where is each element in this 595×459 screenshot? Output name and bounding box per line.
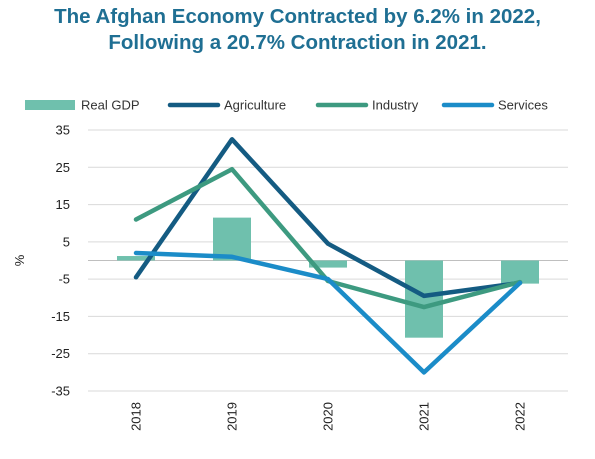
bar-series [117, 217, 539, 338]
x-axis-ticks: 2018 2019 2020 2021 2022 [129, 402, 528, 431]
x-tick-label: 2020 [321, 402, 336, 431]
chart-title: The Afghan Economy Contracted by 6.2% in… [0, 4, 595, 56]
line-agriculture [133, 137, 523, 299]
bar-real-gdp-2018 [117, 256, 155, 261]
y-axis-ticks: 35 25 15 5 -5 -15 -25 -35 [51, 123, 70, 399]
x-tick-label: 2022 [513, 402, 528, 431]
y-tick-label: -5 [58, 272, 70, 287]
line-series [133, 137, 523, 375]
y-axis-label: % [12, 254, 27, 266]
legend-label: Services [498, 98, 548, 113]
legend-label: Real GDP [81, 98, 140, 113]
chart-title-line-2: Following a 20.7% Contraction in 2021. [108, 31, 487, 54]
x-tick-label: 2018 [129, 402, 144, 431]
bar-real-gdp-2020 [309, 260, 347, 268]
y-tick-label: -35 [51, 384, 70, 399]
y-tick-label: 15 [56, 197, 70, 212]
line-services [133, 250, 523, 375]
y-tick-label: -15 [51, 309, 70, 324]
line-industry [133, 166, 523, 310]
x-tick-label: 2019 [225, 402, 240, 431]
bar-real-gdp-2019 [213, 217, 251, 261]
chart-title-line-1: The Afghan Economy Contracted by 6.2% in… [54, 5, 541, 28]
y-tick-label: -25 [51, 346, 70, 361]
bar-real-gdp-2022 [501, 260, 539, 284]
legend-label: Agriculture [224, 98, 286, 113]
y-tick-label: 5 [63, 234, 70, 249]
legend-swatch-real-gdp [25, 100, 75, 110]
y-tick-label: 25 [56, 160, 70, 175]
legend: Real GDP Agriculture Industry Services [25, 98, 548, 113]
bar-real-gdp-2021 [405, 260, 443, 338]
legend-label: Industry [372, 98, 419, 113]
y-tick-label: 35 [56, 123, 70, 138]
x-tick-label: 2021 [417, 402, 432, 431]
